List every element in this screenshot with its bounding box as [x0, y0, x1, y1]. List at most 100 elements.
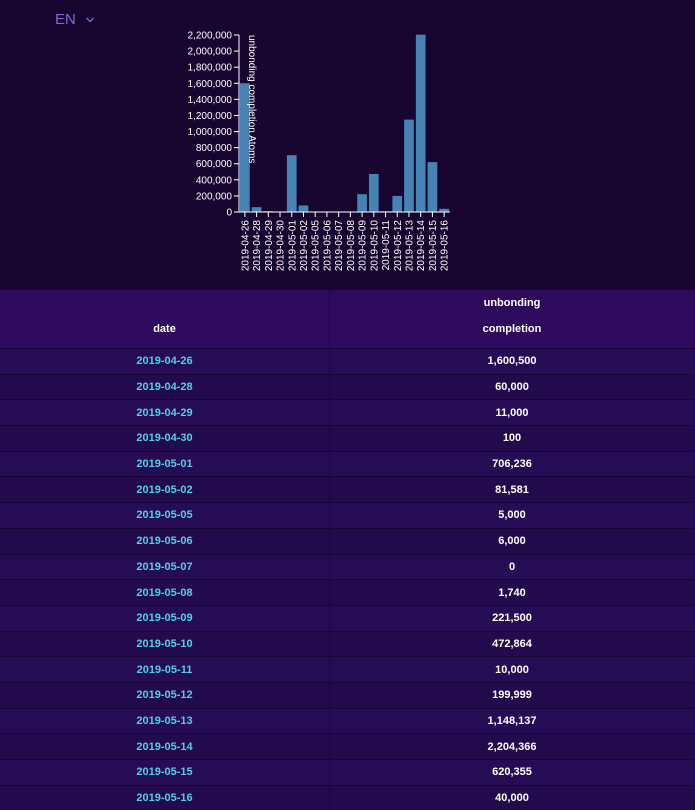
- y-tick-label: 1,800,000: [188, 63, 233, 74]
- value-cell: 5,000: [330, 503, 695, 529]
- value-cell: 10,000: [330, 657, 695, 683]
- date-cell: 2019-05-16: [0, 785, 330, 810]
- date-cell: 2019-05-10: [0, 631, 330, 657]
- y-tick-label: 2,000,000: [188, 47, 233, 58]
- date-cell: 2019-05-01: [0, 451, 330, 477]
- y-axis: 0 200,000 400,000 600,000 800,000 1,000,000 1,…: [188, 31, 240, 219]
- x-tick-label: 2019-05-10: [369, 220, 380, 272]
- bar-2019-04-28[interactable]: [252, 207, 262, 212]
- y-tick-label: 1,600,000: [188, 79, 233, 90]
- x-tick-label: 2019-05-05: [311, 220, 322, 272]
- column-header-value-label: unbonding completion: [477, 290, 547, 342]
- x-tick-label: 2019-05-07: [334, 220, 345, 272]
- y-tick-label: 400,000: [196, 175, 233, 186]
- date-cell: 2019-05-12: [0, 682, 330, 708]
- x-tick-label: 2019-05-16: [440, 220, 451, 272]
- x-tick-label: 2019-04-26: [240, 220, 251, 272]
- x-tick-label: 2019-04-29: [264, 220, 275, 272]
- date-cell: 2019-05-07: [0, 554, 330, 580]
- value-cell: 81,581: [330, 477, 695, 503]
- x-tick-label: 2019-05-12: [393, 220, 404, 272]
- value-cell: 1,600,500: [330, 349, 695, 375]
- value-cell: 6,000: [330, 528, 695, 554]
- bar-2019-05-15[interactable]: [428, 162, 438, 212]
- bar-2019-05-01[interactable]: [287, 155, 297, 212]
- bar-2019-05-10[interactable]: [369, 174, 379, 212]
- bar-2019-05-14[interactable]: [416, 35, 426, 212]
- y-tick-label: 2,200,000: [188, 31, 233, 42]
- x-tick-label: 2019-05-06: [322, 220, 333, 272]
- bar-chart: 0 200,000 400,000 600,000 800,000 1,000,000 1,…: [0, 0, 695, 290]
- date-cell: 2019-05-11: [0, 657, 330, 683]
- y-tick-label: 1,400,000: [188, 95, 233, 106]
- x-tick-label: 2019-04-28: [252, 220, 263, 272]
- bar-2019-05-13[interactable]: [404, 120, 414, 212]
- value-cell: 2,204,366: [330, 734, 695, 760]
- x-tick-label: 2019-04-30: [276, 220, 287, 272]
- value-cell: 60,000: [330, 374, 695, 400]
- value-cell: 11,000: [330, 400, 695, 426]
- value-cell: 0: [330, 554, 695, 580]
- value-cell: 1,148,137: [330, 708, 695, 734]
- date-cell: 2019-05-06: [0, 528, 330, 554]
- value-cell: 620,355: [330, 760, 695, 786]
- y-tick-label: 1,000,000: [188, 127, 233, 138]
- x-tick-label: 2019-05-02: [299, 220, 310, 272]
- date-cell: 2019-04-28: [0, 374, 330, 400]
- x-tick-label: 2019-05-01: [287, 220, 298, 272]
- value-cell: 1,740: [330, 580, 695, 606]
- y-tick-label: 600,000: [196, 159, 233, 170]
- value-cell: 40,000: [330, 785, 695, 810]
- bar-2019-05-12[interactable]: [392, 196, 402, 212]
- x-tick-label: 2019-05-09: [358, 220, 369, 272]
- date-cell: 2019-05-08: [0, 580, 330, 606]
- y-tick-label: 200,000: [196, 191, 233, 202]
- x-tick-label: 2019-05-08: [346, 220, 357, 272]
- date-cell: 2019-05-15: [0, 760, 330, 786]
- x-tick-label: 2019-05-11: [381, 220, 392, 271]
- date-cell: 2019-05-14: [0, 734, 330, 760]
- value-cell: 706,236: [330, 451, 695, 477]
- bars: [240, 35, 449, 212]
- x-tick-label: 2019-05-13: [404, 220, 415, 272]
- y-tick-label: 0: [226, 208, 232, 219]
- date-cell: 2019-05-09: [0, 605, 330, 631]
- y-tick-label: 800,000: [196, 143, 233, 154]
- date-cell: 2019-05-02: [0, 477, 330, 503]
- value-cell: 199,999: [330, 682, 695, 708]
- bar-2019-05-02[interactable]: [299, 205, 309, 212]
- y-axis-label: unbonding completion Atoms: [246, 35, 257, 163]
- date-cell: 2019-04-29: [0, 400, 330, 426]
- column-header-date[interactable]: date: [0, 290, 330, 349]
- date-cell: 2019-04-26: [0, 349, 330, 375]
- date-cell: 2019-05-13: [0, 708, 330, 734]
- date-cell: 2019-04-30: [0, 426, 330, 452]
- table-header-row: date unbonding completion: [0, 290, 694, 349]
- value-cell: 221,500: [330, 605, 695, 631]
- bar-2019-05-09[interactable]: [357, 194, 367, 212]
- value-cell: 472,864: [330, 631, 695, 657]
- column-header-value[interactable]: unbonding completion: [330, 290, 695, 349]
- x-tick-label: 2019-05-15: [428, 220, 439, 272]
